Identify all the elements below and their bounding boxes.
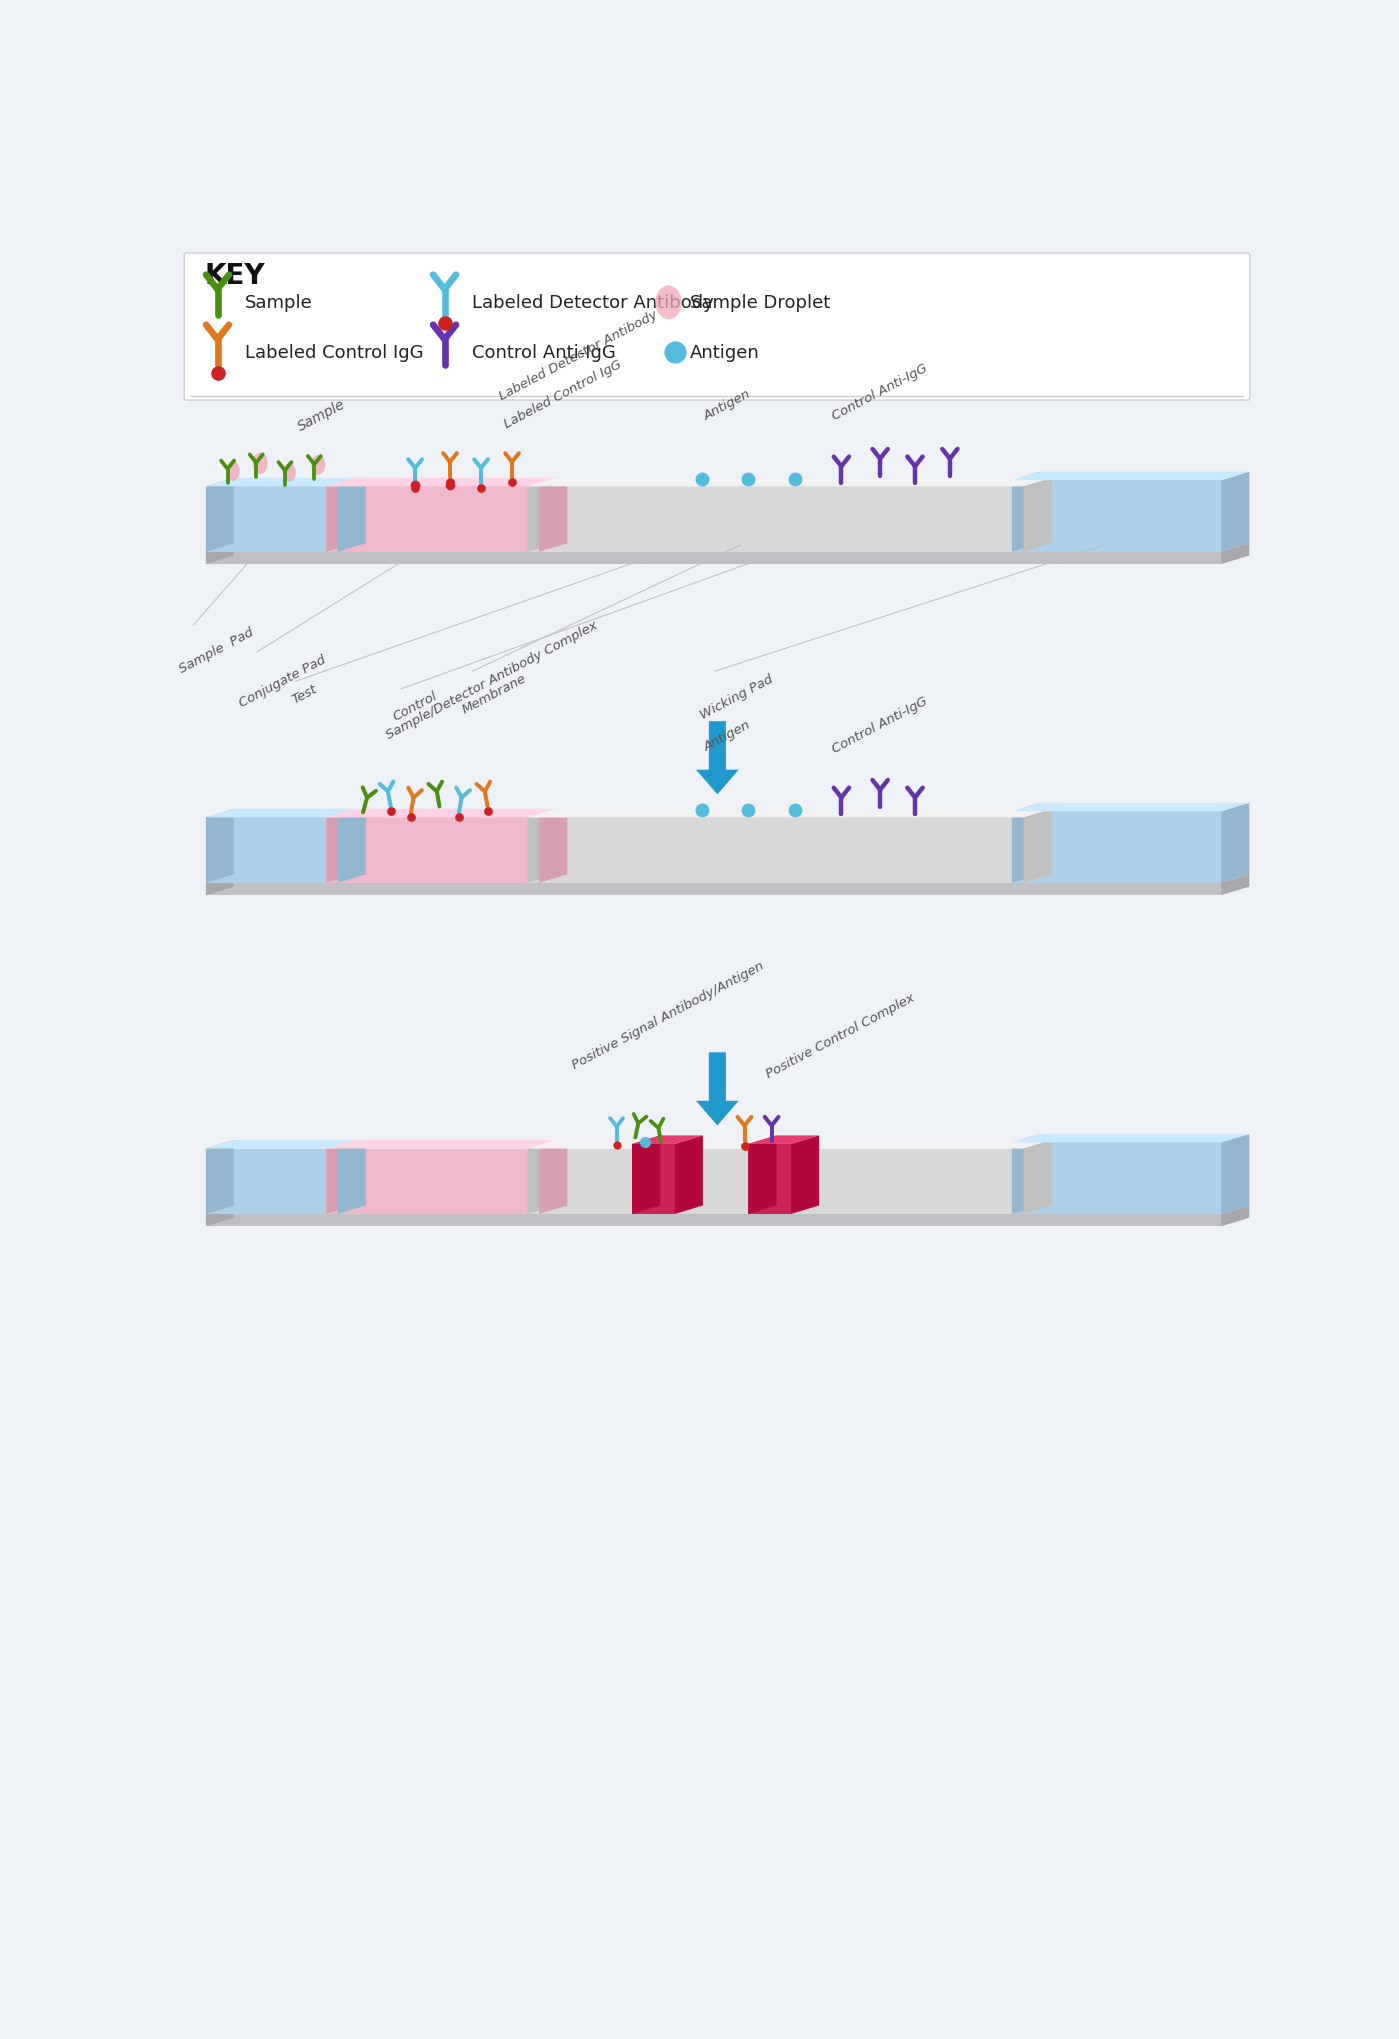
Text: Antigen: Antigen [690, 345, 760, 363]
Polygon shape [326, 809, 567, 818]
Polygon shape [697, 722, 739, 795]
Text: Positive Control Complex: Positive Control Complex [764, 991, 916, 1081]
Polygon shape [527, 1140, 555, 1215]
FancyBboxPatch shape [185, 255, 1249, 402]
Polygon shape [632, 1136, 702, 1144]
Polygon shape [206, 1215, 1221, 1227]
Text: Conjugate Pad: Conjugate Pad [236, 652, 329, 710]
Polygon shape [326, 479, 567, 487]
Polygon shape [1221, 803, 1249, 883]
Text: Positive Signal Antibody/Antigen: Positive Signal Antibody/Antigen [571, 958, 767, 1070]
Polygon shape [1221, 544, 1249, 565]
Polygon shape [527, 818, 1024, 883]
Polygon shape [206, 875, 1249, 883]
Polygon shape [206, 809, 234, 883]
Text: Labeled Detector Antibody: Labeled Detector Antibody [497, 308, 659, 404]
Polygon shape [1221, 1205, 1249, 1227]
Polygon shape [1221, 1134, 1249, 1215]
Polygon shape [1011, 1142, 1221, 1215]
Polygon shape [632, 1144, 674, 1215]
Polygon shape [697, 1052, 739, 1126]
Polygon shape [206, 1150, 337, 1215]
Text: Sample  Pad: Sample Pad [176, 626, 256, 675]
Polygon shape [206, 553, 1221, 565]
Text: Control Anti-IgG: Control Anti-IgG [830, 695, 929, 756]
Polygon shape [326, 809, 354, 883]
Polygon shape [326, 1150, 539, 1215]
Polygon shape [539, 1140, 567, 1215]
Polygon shape [527, 479, 555, 553]
Polygon shape [1221, 875, 1249, 895]
Polygon shape [1011, 812, 1221, 883]
Polygon shape [1024, 1140, 1052, 1215]
Polygon shape [206, 544, 1249, 553]
Text: Antigen: Antigen [702, 387, 753, 424]
Polygon shape [674, 1136, 702, 1215]
Polygon shape [1011, 473, 1249, 481]
Polygon shape [790, 1136, 820, 1215]
Polygon shape [539, 479, 567, 553]
Text: Sample: Sample [295, 398, 347, 434]
Text: Labeled Control IgG: Labeled Control IgG [502, 357, 624, 430]
Polygon shape [206, 883, 1221, 895]
Text: Control Anti-IgG: Control Anti-IgG [830, 361, 929, 424]
Ellipse shape [227, 461, 239, 481]
Ellipse shape [655, 285, 681, 320]
Polygon shape [206, 544, 234, 565]
Text: Sample Droplet: Sample Droplet [690, 294, 831, 312]
Polygon shape [1221, 473, 1249, 553]
Polygon shape [748, 1136, 776, 1215]
Polygon shape [206, 479, 234, 553]
Polygon shape [748, 1144, 790, 1215]
Polygon shape [527, 1140, 1052, 1150]
Polygon shape [206, 809, 365, 818]
Polygon shape [527, 809, 555, 883]
Text: Control: Control [390, 689, 439, 724]
Text: Sample/Detector Antibody Complex: Sample/Detector Antibody Complex [385, 618, 600, 742]
Polygon shape [1011, 1134, 1249, 1142]
Polygon shape [326, 1140, 354, 1215]
Polygon shape [337, 1140, 365, 1215]
Polygon shape [326, 818, 539, 883]
Polygon shape [527, 809, 1052, 818]
Text: KEY: KEY [204, 261, 264, 290]
Polygon shape [206, 479, 365, 487]
Polygon shape [326, 1140, 567, 1150]
Polygon shape [1024, 809, 1052, 883]
Text: Labeled Control IgG: Labeled Control IgG [245, 345, 422, 363]
Ellipse shape [311, 455, 325, 475]
Polygon shape [337, 479, 365, 553]
Polygon shape [527, 1150, 1024, 1215]
Polygon shape [1011, 803, 1039, 883]
Polygon shape [326, 479, 354, 553]
Polygon shape [748, 1136, 820, 1144]
Polygon shape [1011, 473, 1039, 553]
Polygon shape [206, 818, 337, 883]
Polygon shape [206, 1140, 234, 1215]
Text: Antigen: Antigen [702, 718, 753, 754]
Polygon shape [539, 809, 567, 883]
Polygon shape [1011, 481, 1221, 553]
Polygon shape [326, 487, 539, 553]
Ellipse shape [284, 465, 295, 483]
Text: Labeled Detector Antibody: Labeled Detector Antibody [471, 294, 713, 312]
Polygon shape [632, 1136, 660, 1215]
Polygon shape [1024, 479, 1052, 553]
Text: Test: Test [290, 681, 319, 705]
Ellipse shape [253, 453, 267, 475]
Polygon shape [206, 1205, 234, 1227]
Polygon shape [1011, 803, 1249, 812]
Polygon shape [527, 487, 1024, 553]
Text: Wicking Pad: Wicking Pad [698, 671, 775, 722]
Polygon shape [206, 1140, 365, 1150]
Polygon shape [206, 1205, 1249, 1215]
Polygon shape [1011, 1134, 1039, 1215]
Text: Membrane: Membrane [460, 671, 529, 716]
Polygon shape [527, 479, 1052, 487]
Polygon shape [206, 487, 337, 553]
Text: Control Anti-IgG: Control Anti-IgG [471, 345, 616, 363]
Text: Sample: Sample [245, 294, 312, 312]
Polygon shape [337, 809, 365, 883]
Polygon shape [206, 875, 234, 895]
